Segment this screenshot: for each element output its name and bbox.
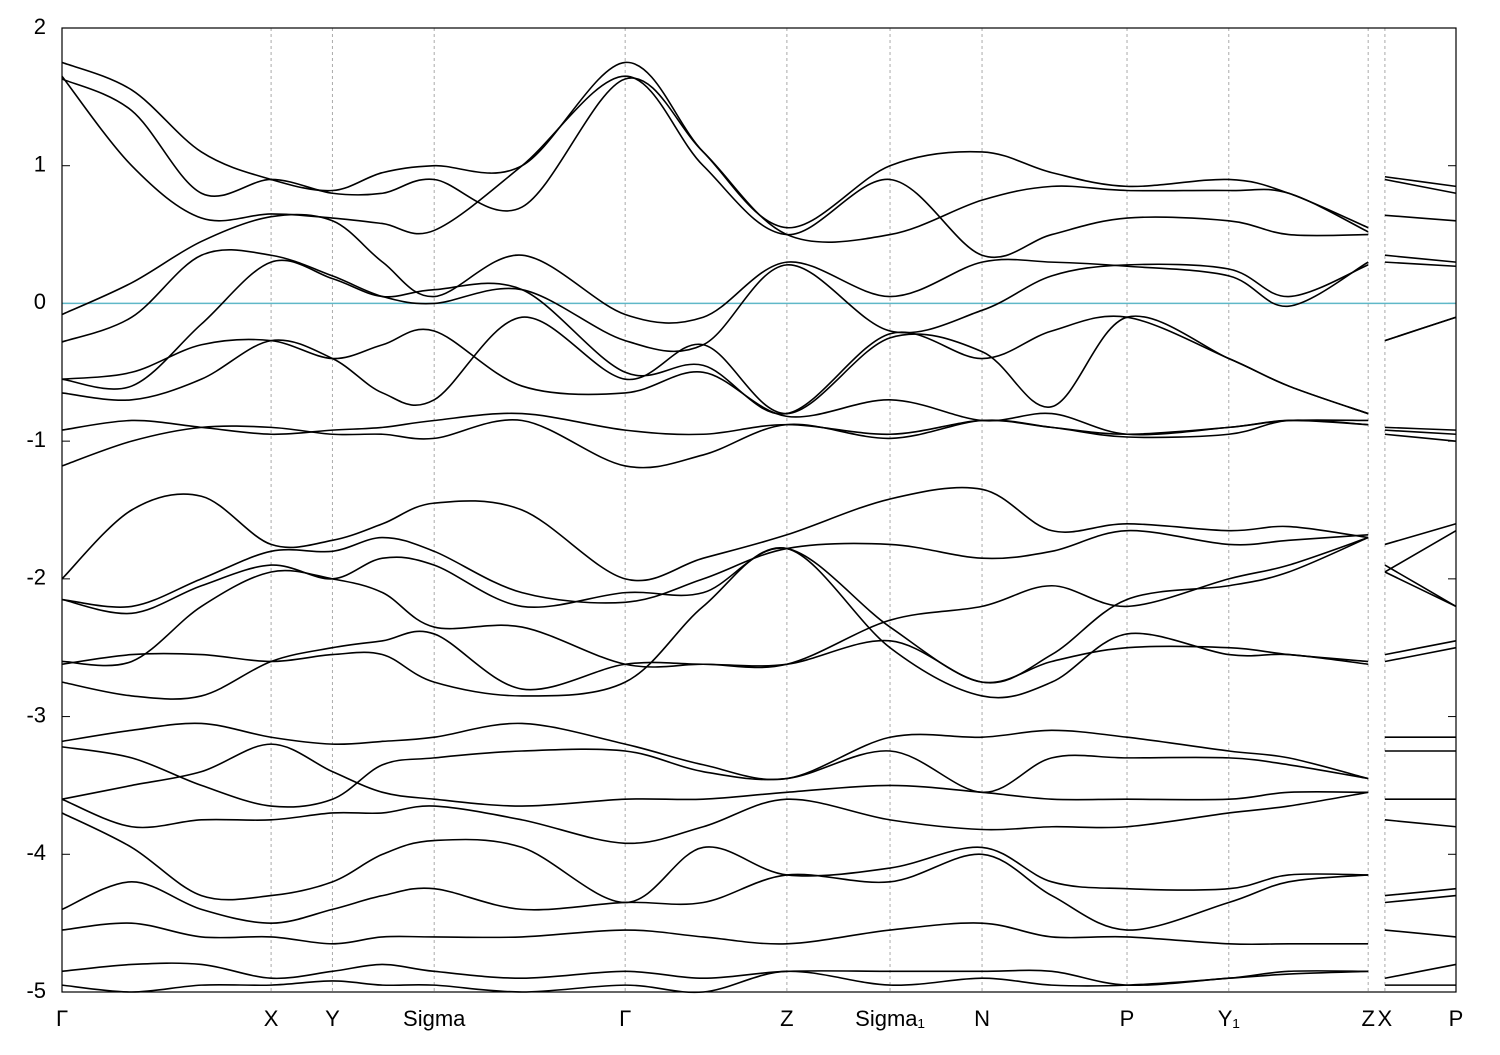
band-line (61, 486, 1457, 582)
y-tick-label: -1 (26, 427, 46, 452)
x-tick-label: P (1120, 1006, 1135, 1031)
band-line (61, 922, 1457, 946)
band-line (61, 315, 1457, 415)
band-line (61, 547, 1457, 699)
y-tick-label: 2 (34, 14, 46, 39)
y-tick-label: -5 (26, 978, 46, 1003)
y-tick-label: -3 (26, 702, 46, 727)
y-tick-label: 0 (34, 289, 46, 314)
y-tick-label: -2 (26, 565, 46, 590)
band-line (61, 746, 1456, 808)
x-tick-label: Z (1361, 1006, 1374, 1031)
x-tick-label: Z (780, 1006, 793, 1031)
y-tick-label: 1 (34, 152, 46, 177)
band-line (61, 791, 1457, 845)
band-line (61, 743, 1456, 807)
band-line (61, 722, 1456, 781)
band-line (61, 529, 1457, 608)
band-line (61, 536, 1457, 669)
x-tick-label: Y₁ (1218, 1006, 1240, 1031)
band-line (61, 812, 1457, 904)
band-line (61, 75, 1457, 259)
band-line (61, 249, 1457, 353)
band-line (61, 853, 1457, 931)
plot-frame (61, 27, 1457, 993)
x-tick-label: Y (325, 1006, 340, 1031)
band-line (61, 77, 1457, 243)
x-tick-label: Γ (619, 1006, 631, 1031)
band-line (61, 412, 1457, 436)
x-tick-label: Sigma₁ (855, 1006, 925, 1031)
x-tick-label: Sigma (403, 1006, 466, 1031)
y-tick-label: -4 (26, 840, 46, 865)
x-tick-label: X (1378, 1006, 1393, 1031)
band-line (61, 419, 1457, 469)
x-tick-label: N (974, 1006, 990, 1031)
x-tick-label: P (1449, 1006, 1464, 1031)
x-tick-label: X (264, 1006, 279, 1031)
band-line (61, 213, 1457, 324)
x-tick-label: Γ (56, 1006, 68, 1031)
